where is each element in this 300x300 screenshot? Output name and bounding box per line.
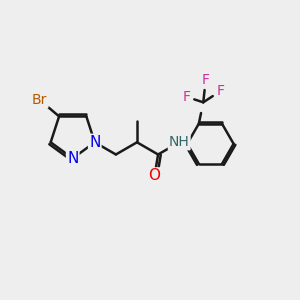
Text: F: F (183, 90, 191, 104)
Text: Br: Br (32, 93, 47, 107)
Text: NH: NH (169, 135, 190, 149)
Text: F: F (202, 73, 210, 87)
Text: F: F (217, 84, 224, 98)
Text: O: O (148, 168, 160, 183)
Text: N: N (89, 135, 100, 150)
Text: N: N (67, 151, 78, 166)
